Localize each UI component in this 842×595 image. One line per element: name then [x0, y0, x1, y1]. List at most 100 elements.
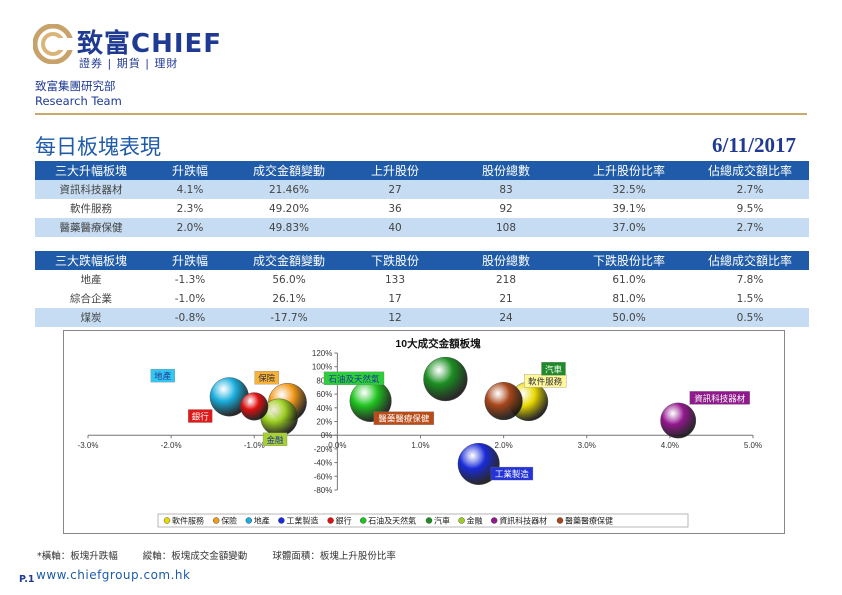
table-cell: 37.0% [567, 218, 691, 237]
table-row: 地產 -1.3% 56.0% 133 218 61.0% 7.8% [35, 270, 809, 289]
y-tick-label: -60% [314, 472, 333, 481]
bubble-label-box [323, 371, 385, 385]
table-cell: 83 [445, 180, 567, 199]
bubble-label: 軟件服務 [528, 376, 563, 386]
x-tick-label: 0.0% [328, 441, 346, 450]
legend-entry: 地產 [254, 516, 270, 526]
table-cell: 24 [445, 308, 567, 327]
bubble-label-box [689, 391, 750, 405]
bubble-label: 地產 [154, 371, 172, 381]
page-title: 每日板塊表現 [35, 135, 161, 159]
legend-entry: 金融 [467, 516, 483, 526]
table-cell: 50.0% [567, 308, 691, 327]
legend-entry: 資訊科技器材 [499, 516, 547, 526]
table-cell: 7.8% [691, 270, 809, 289]
table-cell: 4.1% [147, 180, 233, 199]
header-sector: 三大跌幅板塊 [35, 251, 147, 270]
bubble-label: 保險 [258, 373, 276, 383]
header-divider [35, 113, 807, 115]
bubble-6 [423, 356, 468, 402]
chart-title: 10大成交金額板塊 [395, 337, 481, 350]
legend-swatch [425, 517, 433, 524]
header-decliners: 下跌股份 [345, 251, 445, 270]
table-cell: 108 [445, 218, 567, 237]
header-turnover-change: 成交金額變動 [233, 161, 345, 180]
department: 致富集團研究部 Research Team [35, 79, 122, 109]
table-header-row: 三大升幅板塊 升跌幅 成交金額變動 上升股份 股份總數 上升股份比率 佔總成交額… [35, 161, 809, 180]
brand-logo: 致富CHIEF 證券 | 期貨 | 理財 [33, 22, 243, 72]
y-tick-label: -20% [314, 445, 333, 454]
header-turnover-share: 佔總成交額比率 [691, 251, 809, 270]
legend-entry: 銀行 [336, 516, 352, 526]
x-tick-label: 1.0% [411, 441, 429, 450]
footnote-bubble-size: 球體面積：板塊上升股份比率 [272, 551, 396, 562]
legend-swatch [458, 517, 465, 524]
table-cell: 61.0% [567, 270, 691, 289]
legend-box [157, 513, 689, 528]
bubble-9 [484, 382, 523, 421]
legend-swatch [491, 517, 498, 524]
table-cell: 2.0% [147, 218, 233, 237]
bubble-label-box [254, 371, 279, 385]
legend-swatch [327, 517, 334, 524]
table-cell: 21 [445, 289, 567, 308]
bubble-3 [457, 442, 500, 485]
y-tick-label: -80% [314, 486, 333, 495]
x-tick-label: 3.0% [578, 441, 596, 450]
table-cell: 49.83% [233, 218, 345, 237]
table-row: 軟件服務 2.3% 49.20% 36 92 39.1% 9.5% [35, 199, 809, 218]
x-tick-label: -3.0% [78, 441, 99, 450]
x-tick-label: 2.0% [495, 441, 513, 450]
department-name: 致富集團研究部 [35, 79, 116, 93]
bubble-label: 汽車 [545, 364, 563, 374]
table-cell: -0.8% [147, 308, 233, 327]
x-tick-label: -2.0% [161, 441, 182, 450]
y-tick-label: 40% [316, 404, 332, 413]
table-cell: 醫藥醫療保健 [35, 218, 147, 237]
header-decline-ratio: 下跌股份比率 [567, 251, 691, 270]
table-cell: 32.5% [567, 180, 691, 199]
table-cell: 1.5% [691, 289, 809, 308]
header-change: 升跌幅 [147, 251, 233, 270]
table-cell: 地產 [35, 270, 147, 289]
y-tick-label: 120% [312, 349, 332, 358]
top-gainers-table: 三大升幅板塊 升跌幅 成交金額變動 上升股份 股份總數 上升股份比率 佔總成交額… [35, 161, 809, 237]
table-cell: 2.7% [691, 218, 809, 237]
bubble-label-box [150, 368, 175, 383]
table-cell: 17 [345, 289, 445, 308]
brand-name: 致富CHIEF [77, 29, 223, 59]
table-cell: 資訊科技器材 [35, 180, 147, 199]
website-link[interactable]: www.chiefgroup.com.hk [36, 568, 191, 582]
header-turnover-share: 佔總成交額比率 [691, 161, 809, 180]
table-cell: 9.5% [691, 199, 809, 218]
table-row: 醫藥醫療保健 2.0% 49.83% 40 108 37.0% 2.7% [35, 218, 809, 237]
header-total-stocks: 股份總數 [445, 161, 567, 180]
x-tick-label: 5.0% [744, 441, 762, 450]
table-cell: 煤炭 [35, 308, 147, 327]
page-date: 6/11/2017 [711, 133, 796, 157]
bubble-label: 石油及天然氣 [328, 374, 380, 384]
bubble-label: 醫藥醫療保健 [378, 414, 430, 424]
table-cell: 軟件服務 [35, 199, 147, 218]
header-change: 升跌幅 [147, 161, 233, 180]
table-cell: -1.3% [147, 270, 233, 289]
table-cell: 81.0% [567, 289, 691, 308]
x-tick-label: 4.0% [661, 441, 679, 450]
bubble-4 [240, 392, 269, 421]
department-team: Research Team [35, 94, 122, 108]
table-cell: 40 [345, 218, 445, 237]
bubble-label: 資訊科技器材 [694, 393, 746, 403]
header-advance-ratio: 上升股份比率 [567, 161, 691, 180]
bubble-label-box [373, 411, 435, 425]
table-cell: 2.7% [691, 180, 809, 199]
legend-entry: 石油及天然氣 [368, 516, 416, 526]
legend-swatch [212, 517, 220, 524]
table-cell: 39.1% [567, 199, 691, 218]
y-tick-label: 100% [312, 363, 332, 372]
table-cell: 92 [445, 199, 567, 218]
y-tick-label: 60% [316, 390, 332, 399]
table-cell: 21.46% [233, 180, 345, 199]
table-cell: 12 [345, 308, 445, 327]
table-cell: 0.5% [691, 308, 809, 327]
brand-tagline: 證券 | 期貨 | 理財 [79, 57, 179, 70]
